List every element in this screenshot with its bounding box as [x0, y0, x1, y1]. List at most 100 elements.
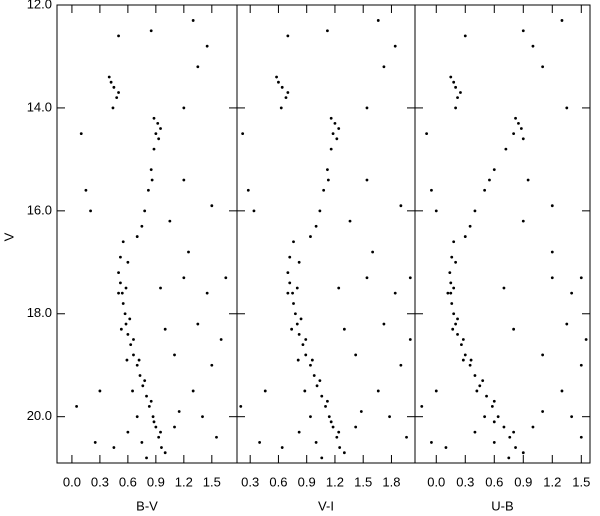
- star-point: [297, 260, 301, 264]
- star-point: [182, 106, 186, 110]
- star-point: [452, 240, 456, 244]
- star-point: [157, 435, 161, 439]
- star-point: [318, 379, 322, 383]
- star-point: [521, 451, 525, 455]
- star-point: [399, 204, 403, 208]
- star-point: [173, 425, 176, 429]
- star-point: [326, 29, 329, 33]
- star-point: [408, 338, 412, 341]
- star-point: [454, 85, 458, 89]
- x-axis-label: U-B: [491, 498, 513, 513]
- x-tick-label: 0.6: [269, 474, 287, 489]
- x-tick-label: 0.6: [119, 474, 137, 489]
- star-point: [252, 209, 256, 213]
- star-point: [376, 389, 380, 393]
- star-point: [512, 327, 516, 331]
- star-point: [201, 415, 204, 419]
- star-point: [151, 415, 155, 419]
- star-point: [146, 188, 150, 192]
- star-point: [365, 178, 369, 182]
- star-point: [147, 404, 151, 408]
- star-point: [456, 317, 459, 321]
- star-point: [119, 327, 123, 331]
- star-point: [531, 44, 535, 48]
- star-point: [210, 204, 214, 208]
- star-point: [143, 209, 147, 213]
- star-point: [452, 312, 456, 316]
- star-point: [301, 343, 305, 347]
- star-point: [468, 363, 472, 367]
- star-point: [331, 425, 335, 429]
- star-point: [131, 389, 134, 393]
- star-point: [335, 435, 339, 439]
- x-axis-label: B-V: [136, 498, 158, 513]
- star-point: [258, 441, 262, 444]
- star-point: [295, 322, 299, 326]
- star-point: [579, 363, 583, 367]
- panel-frame: [56, 4, 238, 464]
- star-point: [150, 178, 154, 182]
- star-point: [292, 240, 295, 244]
- star-point: [121, 302, 125, 305]
- star-point: [297, 430, 301, 434]
- star-point: [117, 91, 120, 94]
- star-point: [120, 291, 124, 295]
- star-point: [177, 410, 181, 413]
- star-point: [291, 291, 294, 295]
- star-point: [205, 44, 209, 48]
- star-point: [84, 188, 88, 192]
- star-point: [119, 281, 122, 285]
- star-point: [168, 219, 172, 223]
- star-point: [342, 327, 346, 331]
- star-point: [191, 19, 195, 22]
- x-tick-label: 1.2: [543, 474, 561, 489]
- star-point: [219, 338, 223, 341]
- star-point: [173, 353, 176, 357]
- star-point: [508, 435, 512, 439]
- star-point: [579, 276, 583, 280]
- star-point: [408, 276, 412, 280]
- star-point: [312, 374, 316, 377]
- star-point: [132, 338, 135, 341]
- star-point: [246, 188, 250, 192]
- star-point: [526, 178, 530, 182]
- star-point: [492, 420, 496, 424]
- x-tick-label: 1.5: [203, 474, 221, 489]
- star-point: [565, 106, 569, 110]
- star-point: [519, 127, 523, 130]
- star-point: [160, 446, 163, 449]
- y-tick-label: 18.0: [27, 305, 52, 320]
- star-point: [117, 291, 120, 295]
- star-point: [399, 363, 403, 367]
- star-point: [579, 435, 583, 439]
- star-point: [483, 415, 487, 419]
- star-point: [115, 96, 119, 100]
- star-point: [473, 374, 477, 377]
- star-point: [125, 358, 129, 362]
- star-point: [507, 456, 511, 460]
- star-point: [320, 456, 324, 460]
- star-point: [149, 29, 153, 33]
- star-point: [124, 322, 128, 326]
- star-point: [560, 389, 564, 393]
- star-point: [449, 75, 453, 79]
- star-point: [295, 286, 299, 290]
- star-point: [478, 384, 482, 388]
- star-point: [279, 106, 283, 110]
- star-point: [329, 420, 333, 424]
- star-point: [393, 291, 397, 295]
- star-point: [329, 147, 333, 151]
- star-point: [329, 116, 333, 120]
- star-point: [473, 209, 477, 213]
- star-point: [263, 389, 267, 393]
- star-point: [182, 178, 186, 182]
- star-point: [512, 430, 516, 434]
- star-point: [284, 96, 288, 100]
- star-point: [456, 96, 459, 100]
- star-point: [565, 322, 569, 326]
- y-tick-label: 14.0: [27, 99, 52, 114]
- star-point: [318, 209, 322, 213]
- star-point: [292, 302, 295, 305]
- star-point: [141, 384, 145, 388]
- star-point: [196, 322, 200, 326]
